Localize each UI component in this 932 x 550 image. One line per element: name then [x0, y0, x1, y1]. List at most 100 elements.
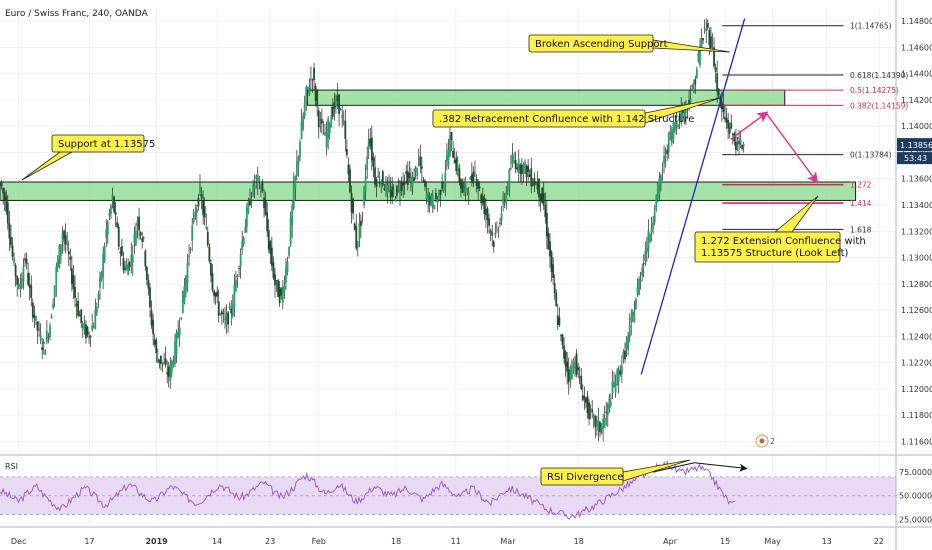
candle-body	[260, 191, 262, 193]
candle-body	[388, 187, 390, 189]
candle-body	[650, 228, 653, 233]
candle-body	[356, 240, 359, 248]
candle-body	[358, 223, 361, 240]
candle-body	[694, 79, 697, 85]
candle-body	[300, 121, 303, 140]
candle-body	[166, 372, 169, 375]
candle-body	[488, 218, 490, 226]
candle-body	[455, 157, 458, 172]
candle-body	[44, 350, 47, 355]
candle-body	[263, 197, 265, 209]
candle-body	[67, 251, 70, 255]
candle-body	[319, 119, 322, 121]
price-tick-6: 1.13600	[901, 175, 932, 184]
candle-body	[739, 139, 742, 146]
callout-support-113575[interactable]: Support at 1.13575	[21, 134, 155, 181]
candle-body	[269, 241, 272, 254]
callout-broken-support[interactable]: Broken Ascending Support	[528, 34, 731, 53]
candle-body	[742, 144, 745, 146]
candle-body	[339, 109, 342, 111]
candle-body	[11, 245, 14, 257]
candle-body	[614, 383, 617, 393]
candle-body	[460, 178, 462, 189]
candle-body	[367, 138, 370, 149]
candle-body	[3, 191, 6, 201]
callout-382-retracement[interactable]: .382 Retracement Confluence with 1.142 S…	[432, 97, 721, 128]
candle-body	[616, 370, 619, 385]
candle-body	[285, 267, 287, 283]
callout-rsi-divergence[interactable]: RSI Divergence	[540, 459, 691, 486]
candle-body	[145, 266, 148, 280]
candle-body	[30, 285, 33, 298]
candle-body	[249, 199, 251, 206]
candle-body	[303, 102, 306, 117]
candle-body	[610, 402, 612, 405]
candle-body	[691, 85, 694, 88]
candle-body	[41, 347, 44, 351]
candle-body	[305, 86, 308, 103]
candle-body	[391, 186, 394, 197]
price-tick-0: 1.14800	[901, 17, 932, 26]
candle-body	[231, 304, 234, 317]
candle-body	[383, 188, 386, 191]
candle-body	[105, 229, 108, 238]
fib-label-4: 0(1.13784)	[850, 151, 892, 160]
candle-body	[452, 150, 455, 158]
candle-body	[450, 131, 453, 141]
candle-body	[355, 226, 358, 249]
candle-body	[299, 141, 301, 157]
candle-body	[675, 119, 678, 127]
candle-body	[413, 177, 415, 181]
candle-body	[555, 292, 558, 307]
candle-body	[425, 192, 428, 199]
candle-body	[480, 194, 483, 204]
candle-body	[589, 408, 592, 410]
time-tick-8: Mar	[500, 537, 516, 546]
candle-body	[50, 315, 53, 319]
candle-body	[575, 353, 578, 375]
candle-body	[135, 230, 137, 246]
candle-body	[316, 90, 319, 107]
time-tick-9: 18	[574, 537, 584, 546]
candle-body	[327, 118, 330, 138]
candle-body	[220, 311, 223, 315]
candle-body	[138, 216, 140, 231]
event-count: 2	[770, 437, 775, 446]
candle-body	[342, 120, 345, 123]
candle-body	[636, 287, 639, 294]
candle-body	[642, 263, 645, 265]
candle-body	[31, 302, 34, 318]
candle-body	[197, 197, 200, 207]
candle-body	[538, 178, 540, 198]
candle-body	[361, 212, 364, 213]
candle-body	[2, 188, 5, 194]
candle-body	[97, 293, 100, 300]
candle-body	[66, 243, 69, 246]
candle-body	[17, 284, 20, 287]
callout-support-113575-text-0: Support at 1.13575	[58, 139, 155, 150]
candle-body	[252, 181, 255, 195]
candle-body	[331, 106, 334, 117]
candle-body	[247, 200, 250, 213]
candle-body	[570, 367, 573, 380]
time-tick-5: Feb	[312, 537, 326, 546]
candle-body	[0, 181, 3, 187]
candle-body	[295, 162, 298, 176]
candle-body	[475, 179, 478, 186]
candle-body	[664, 156, 667, 158]
fib-label-0: 1(1.14765)	[850, 22, 892, 31]
candle-body	[36, 321, 39, 331]
candle-body	[275, 280, 278, 281]
candle-body	[85, 324, 87, 339]
candle-body	[174, 341, 176, 364]
candle-body	[292, 184, 295, 209]
candle-body	[674, 123, 676, 131]
candle-body	[291, 204, 294, 226]
candle-body	[55, 266, 58, 285]
candle-body	[144, 251, 147, 267]
candle-body	[414, 166, 417, 172]
candle-body	[149, 287, 151, 308]
candle-body	[53, 285, 56, 298]
candle-body	[542, 192, 545, 206]
